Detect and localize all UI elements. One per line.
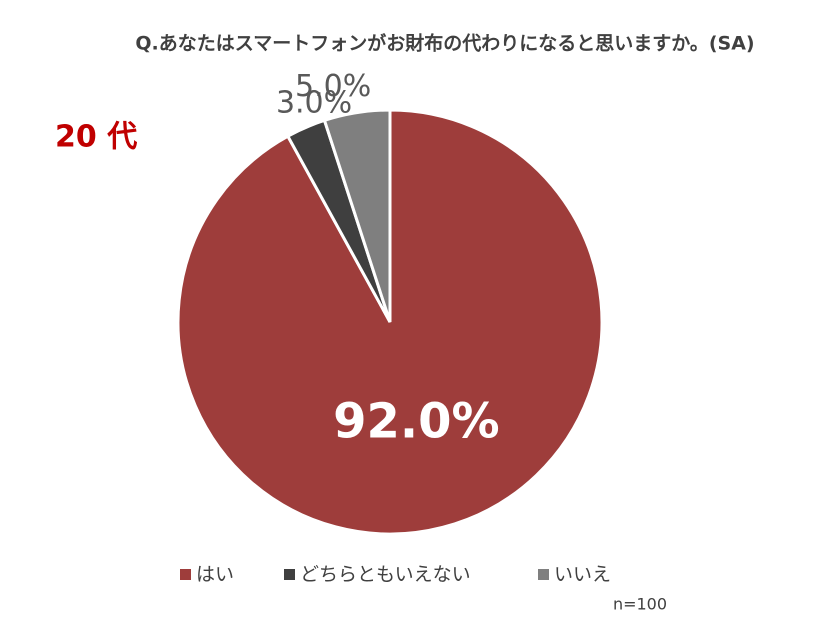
- data-label: 92.0%: [333, 394, 500, 450]
- legend-swatch: [538, 569, 549, 580]
- legend-swatch: [180, 569, 191, 580]
- chart-subtitle: 20 代: [55, 120, 137, 155]
- note: n=100: [613, 595, 667, 614]
- pie-slice: [322, 108, 392, 323]
- data-label: 5.0%: [295, 69, 371, 104]
- legend-label: はい: [196, 564, 234, 586]
- legend-label: いいえ: [554, 564, 611, 586]
- legend-label: どちらともいえない: [300, 564, 471, 586]
- chart-title: Q.あなたはスマートフォンがお財布の代わりになると思いますか。(SA): [135, 32, 754, 55]
- legend-swatch: [284, 569, 295, 580]
